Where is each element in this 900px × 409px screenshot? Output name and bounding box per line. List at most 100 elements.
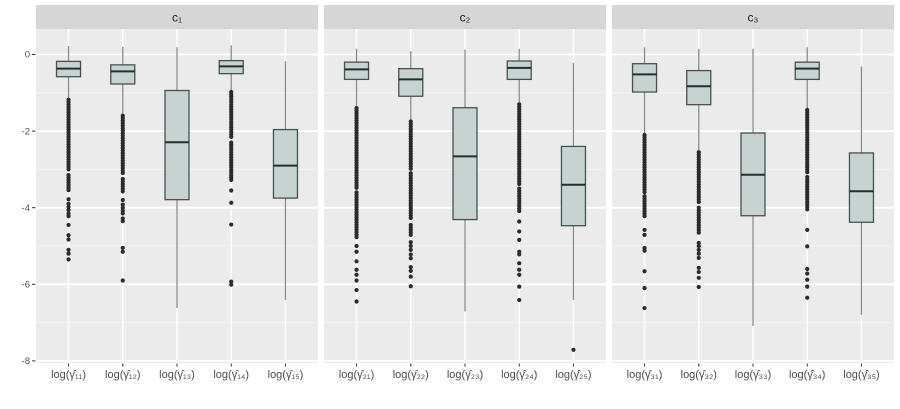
box-iqr xyxy=(560,145,587,227)
outlier-dot xyxy=(408,252,413,257)
facet-strip xyxy=(612,5,894,29)
outlier-dot xyxy=(354,299,359,304)
outlier-dot xyxy=(66,233,71,238)
y-tick-label: -6 xyxy=(22,280,30,291)
box-iqr xyxy=(398,68,424,97)
outlier-dot xyxy=(642,214,647,219)
outlier-dot xyxy=(805,227,810,233)
x-tick-label: log(γ̂₃₂) xyxy=(681,369,717,381)
boxplot xyxy=(848,66,875,315)
x-tick-label: log(γ̂₁₂) xyxy=(105,369,141,381)
outlier-dot xyxy=(642,190,647,195)
outlier-dot xyxy=(66,207,71,213)
outlier-dot xyxy=(120,202,125,207)
outlier-dot xyxy=(696,243,701,249)
outlier-dot xyxy=(805,284,810,289)
outlier-dot xyxy=(696,251,701,256)
outlier-dot xyxy=(66,204,71,210)
outlier-dot xyxy=(66,167,71,172)
outlier-dot xyxy=(696,240,701,246)
boxplot xyxy=(110,46,136,283)
outlier-dot xyxy=(408,243,413,249)
facet-strip xyxy=(324,5,606,29)
box-iqr xyxy=(164,89,190,201)
outlier-dot xyxy=(642,269,647,274)
x-tick-label: log(γ̂₃₁) xyxy=(627,369,663,381)
boxplot xyxy=(740,48,766,327)
boxplot xyxy=(398,51,424,289)
outlier-dot xyxy=(408,247,413,252)
outlier-dot xyxy=(229,222,234,227)
outlier-dot xyxy=(696,284,701,290)
outlier-dot xyxy=(517,208,522,214)
outlier-dot xyxy=(696,275,701,280)
outlier-dot xyxy=(66,187,71,193)
outlier-dot xyxy=(517,297,522,303)
outlier-dot xyxy=(408,256,413,261)
boxplot xyxy=(55,46,82,262)
outlier-dot xyxy=(120,189,125,194)
outlier-dot xyxy=(229,177,234,183)
outlier-dot xyxy=(696,247,701,252)
outlier-dot xyxy=(229,279,234,284)
outlier-dot xyxy=(229,188,234,193)
outlier-dot xyxy=(642,227,647,233)
x-tick-label: log(γ̂₁₅) xyxy=(268,369,304,381)
outlier-dot xyxy=(517,267,522,272)
outlier-dot xyxy=(805,277,810,282)
outlier-dot xyxy=(120,205,125,210)
outlier-dot xyxy=(354,287,359,293)
x-tick-label: log(γ̂₂₅) xyxy=(555,369,591,381)
x-tick-label: log(γ̂₃₄) xyxy=(789,369,825,381)
boxplot xyxy=(452,49,478,312)
x-tick-label: log(γ̂₂₃) xyxy=(447,369,483,381)
outlier-dot xyxy=(408,274,413,279)
box-iqr xyxy=(452,107,478,221)
outlier-dot xyxy=(408,268,413,273)
boxplot xyxy=(686,48,712,290)
outlier-dot xyxy=(517,229,522,234)
x-tick-label: log(γ̂₂₄) xyxy=(501,369,537,381)
outlier-dot xyxy=(229,200,234,205)
outlier-dot xyxy=(696,255,701,260)
x-tick-label: log(γ̂₂₁) xyxy=(339,369,375,381)
outlier-dot xyxy=(120,278,125,283)
box-iqr xyxy=(506,60,532,81)
outlier-dot xyxy=(408,264,413,270)
outlier-dot xyxy=(120,211,125,216)
outlier-dot xyxy=(517,252,522,257)
outlier-dot xyxy=(354,259,359,264)
outlier-dot xyxy=(408,232,413,237)
outlier-dot xyxy=(642,305,647,311)
box-iqr xyxy=(794,61,820,81)
x-tick-label: log(γ̂₃₃) xyxy=(735,369,771,381)
outlier-dot xyxy=(696,199,701,205)
outlier-dot xyxy=(354,243,359,249)
y-tick-label: -8 xyxy=(22,356,30,367)
outlier-dot xyxy=(696,265,701,270)
box-iqr xyxy=(272,128,299,199)
outlier-dot xyxy=(66,197,71,202)
outlier-dot xyxy=(805,266,810,272)
box-iqr xyxy=(110,64,136,85)
boxplot xyxy=(794,47,820,300)
outlier-dot xyxy=(229,282,234,287)
outlier-dot xyxy=(408,166,413,171)
outlier-dot xyxy=(517,219,522,224)
outlier-dot xyxy=(696,269,701,275)
boxplot xyxy=(343,48,370,304)
boxplot xyxy=(218,45,244,287)
outlier-dot xyxy=(354,267,359,272)
outlier-dot xyxy=(696,230,701,235)
outlier-dot xyxy=(408,215,413,221)
outlier-dot xyxy=(354,249,359,254)
boxplot xyxy=(631,47,658,311)
outlier-dot xyxy=(66,251,71,256)
outlier-dot xyxy=(66,222,71,228)
outlier-dot xyxy=(66,201,71,206)
outlier-dot xyxy=(805,207,810,212)
y-tick-label: 0 xyxy=(25,50,30,61)
outlier-dot xyxy=(354,235,359,240)
